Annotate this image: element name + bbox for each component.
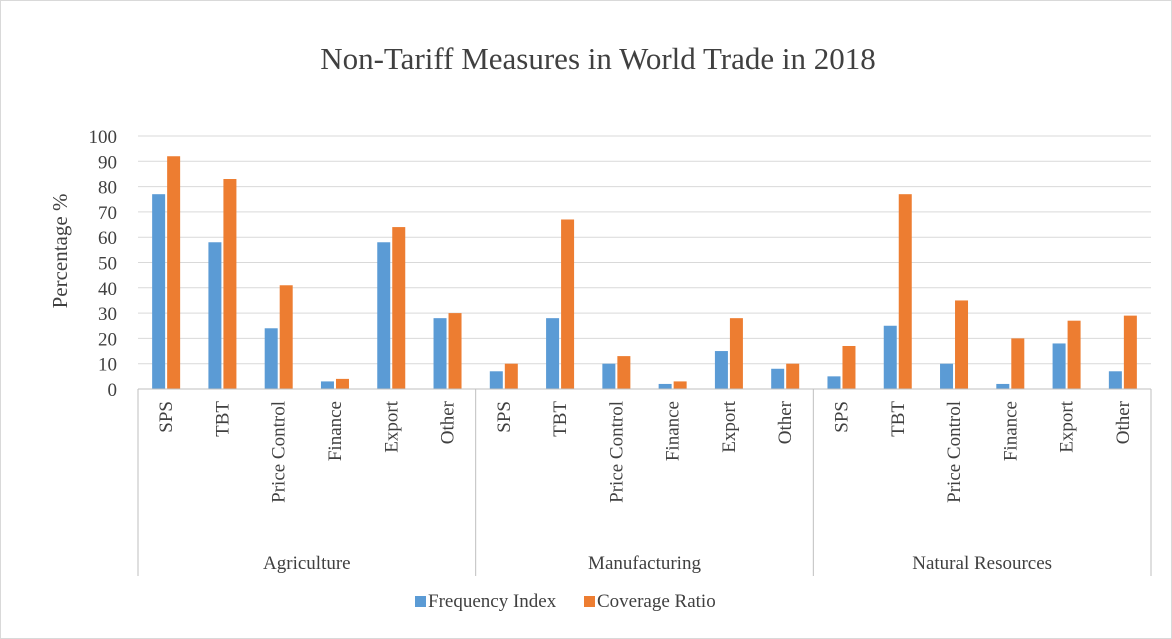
bar-frequency-index [377,242,391,389]
bar-frequency-index [152,194,166,389]
gridlines [138,135,1151,365]
x-group-label: Agriculture [263,553,351,574]
x-category-label: Price Control [944,401,965,503]
bar-frequency-index [320,381,334,389]
bar-frequency-index [996,383,1010,389]
y-axis-label: Percentage % [48,194,72,309]
y-tick-label: 30 [98,304,117,325]
y-tick-label: 40 [98,279,117,300]
bar-frequency-index [714,351,728,389]
x-category-label: TBT [212,401,233,437]
x-category-label: Export [719,400,740,452]
legend: Frequency Index Coverage Ratio [415,591,716,612]
x-category-label: Export [381,400,402,452]
x-category-label: Other [438,400,459,444]
y-tick-label: 60 [98,228,117,249]
bar-coverage-ratio [279,285,293,389]
bar-coverage-ratio [1067,320,1081,389]
bar-coverage-ratio [673,381,687,389]
bar-coverage-ratio [223,179,237,389]
bar-frequency-index [771,368,785,389]
x-category-label: SPS [156,401,177,433]
x-category-label: TBT [550,401,571,437]
x-category-label: Price Control [606,401,627,503]
bar-coverage-ratio [898,194,912,389]
bar-coverage-ratio [729,318,743,389]
legend-label-frequency-index: Frequency Index [428,591,557,612]
y-tick-label: 10 [98,355,117,376]
bar-frequency-index [489,371,503,389]
bar-coverage-ratio [786,363,800,389]
bar-frequency-index [658,383,672,389]
bar-frequency-index [940,363,954,389]
x-category-label: SPS [494,401,515,433]
x-category-label: Price Control [269,401,290,503]
axes: 0 10 20 30 40 50 60 70 80 90 100 SPS TBT Price Contro… [89,127,1152,576]
x-category-label: TBT [888,401,909,437]
x-group-label: Manufacturing [588,553,701,574]
legend-swatch-coverage-ratio [584,596,595,607]
bar-frequency-index [1052,343,1066,389]
x-category-label: Export [1057,400,1078,452]
x-category-label: Other [775,400,796,444]
y-tick-label: 80 [98,178,117,199]
bar-coverage-ratio [955,300,969,389]
bars [152,156,1137,389]
y-tick-label: 90 [98,152,117,173]
bar-coverage-ratio [561,219,575,389]
y-tick-label: 50 [98,254,117,275]
bar-coverage-ratio [1011,338,1025,389]
bar-frequency-index [264,328,278,389]
legend-swatch-frequency-index [415,596,426,607]
y-tick-label: 0 [108,380,118,401]
bar-frequency-index [602,363,616,389]
bar-coverage-ratio [448,313,462,389]
legend-label-coverage-ratio: Coverage Ratio [597,591,716,612]
bar-frequency-index [1108,371,1122,389]
x-category-label: Finance [1000,401,1021,461]
bar-coverage-ratio [335,378,349,389]
bar-coverage-ratio [167,156,181,389]
bar-frequency-index [546,318,560,389]
bar-coverage-ratio [392,227,406,389]
x-category-label: SPS [831,401,852,433]
bar-frequency-index [208,242,222,389]
bar-coverage-ratio [617,356,631,389]
y-tick-label: 70 [98,203,117,224]
bar-frequency-index [883,325,897,389]
bar-coverage-ratio [1123,315,1137,389]
bar-frequency-index [827,376,841,389]
bar-frequency-index [433,318,447,389]
bar-coverage-ratio [842,345,856,389]
y-tick-label: 20 [98,329,117,350]
chart-title: Non-Tariff Measures in World Trade in 20… [320,41,876,76]
bar-coverage-ratio [504,363,518,389]
x-category-label: Finance [663,401,684,461]
x-category-label: Finance [325,401,346,461]
x-category-label: Other [1113,400,1134,444]
x-group-label: Natural Resources [912,553,1052,574]
y-tick-label: 100 [89,127,118,148]
